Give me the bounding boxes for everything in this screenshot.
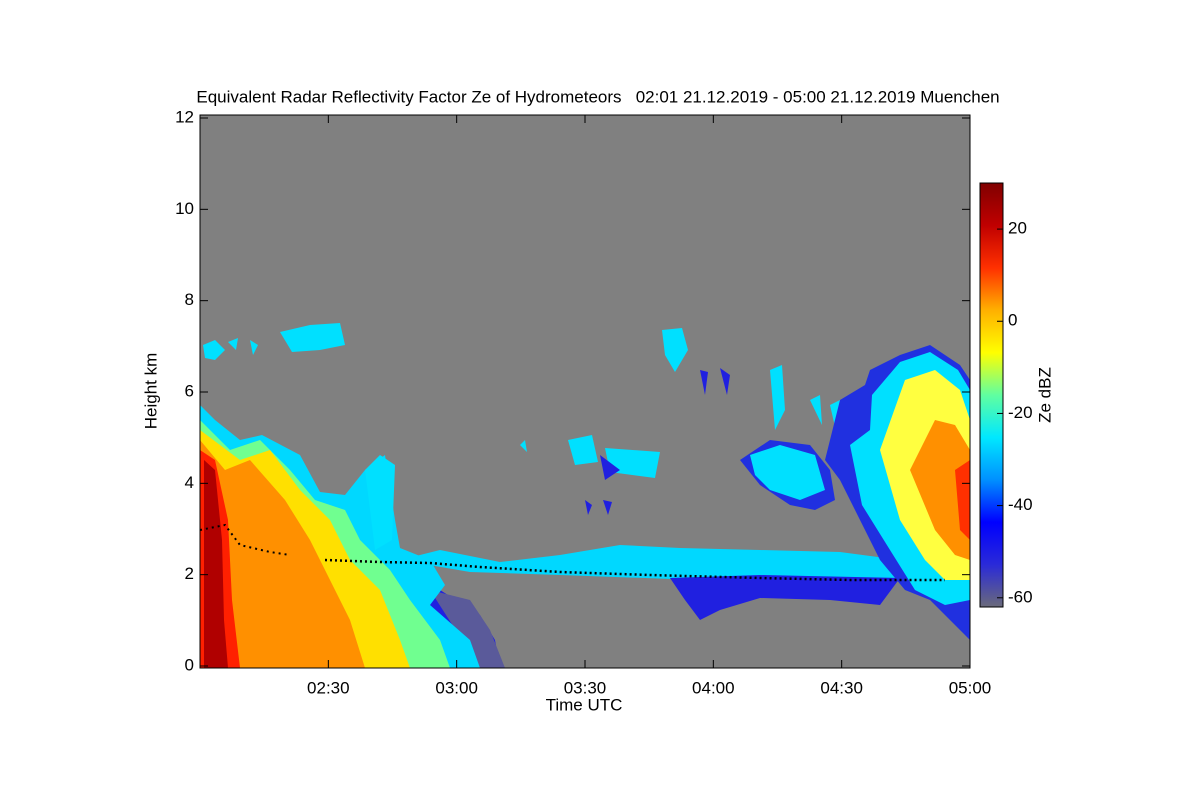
y-tick-label: 4 xyxy=(185,473,194,492)
colorbar-tick-label: -20 xyxy=(1008,403,1033,422)
x-tick-label: 03:30 xyxy=(564,678,607,697)
colorbar-label: Ze dBZ xyxy=(1035,367,1054,423)
colorbar-tick-label: -60 xyxy=(1008,587,1033,606)
x-tick-label: 02:30 xyxy=(307,678,350,697)
y-tick-label: 2 xyxy=(185,564,194,583)
x-tick-label: 03:00 xyxy=(435,678,478,697)
x-tick-label: 05:00 xyxy=(949,678,992,697)
y-tick-label: 8 xyxy=(185,290,194,309)
radar-field xyxy=(200,323,970,668)
colorbar xyxy=(979,182,1004,608)
y-axis-label: Height km xyxy=(141,353,160,430)
y-tick-label: 10 xyxy=(175,199,194,218)
y-tick-label: 12 xyxy=(175,107,194,126)
y-tick-label: 6 xyxy=(185,381,194,400)
x-tick-label: 04:30 xyxy=(820,678,863,697)
chart-title: Equivalent Radar Reflectivity Factor Ze … xyxy=(196,87,999,106)
colorbar-tick-label: -40 xyxy=(1008,495,1033,514)
x-tick-label: 04:00 xyxy=(692,678,735,697)
colorbar-tick-label: 0 xyxy=(1008,311,1017,330)
y-tick-label: 0 xyxy=(185,655,194,674)
colorbar-tick-label: 20 xyxy=(1008,219,1027,238)
x-axis-label: Time UTC xyxy=(546,695,623,714)
